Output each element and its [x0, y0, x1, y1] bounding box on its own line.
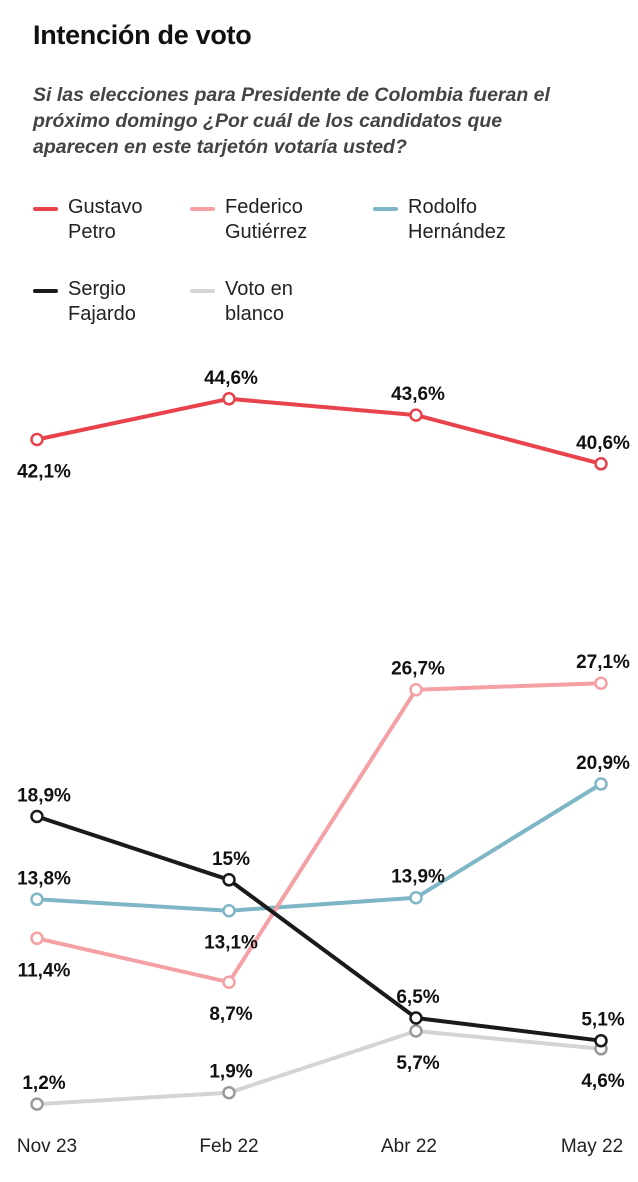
data-point — [30, 432, 44, 447]
x-tick-label: Abr 22 — [381, 1136, 437, 1157]
legend-item-fajardo: Sergio Fajardo — [33, 277, 228, 327]
data-label: 13,9% — [391, 867, 445, 888]
legend-swatch — [190, 207, 215, 211]
legend-swatch — [33, 207, 58, 211]
data-label: 8,7% — [209, 1004, 252, 1025]
data-point — [222, 903, 236, 918]
legend-swatch — [33, 289, 58, 293]
data-point — [409, 1024, 423, 1038]
legend-swatch — [190, 289, 215, 293]
legend-label: Voto en blanco — [225, 278, 293, 325]
data-point — [30, 1097, 44, 1111]
chart-subtitle: Si las elecciones para Presidente de Col… — [33, 84, 550, 158]
series-line-2 — [35, 782, 603, 913]
x-axis: Nov 23 Feb 22 Abr 22 May 22 — [17, 1136, 623, 1157]
series-line-1 — [35, 681, 603, 985]
legend-item-hernandez: Rodolfo Hernández — [373, 195, 568, 245]
x-tick-label: Nov 23 — [17, 1136, 77, 1157]
series-lines — [35, 396, 603, 1107]
data-label: 18,9% — [17, 786, 71, 807]
data-point — [222, 1085, 236, 1100]
data-label: 1,2% — [22, 1073, 65, 1094]
data-point — [594, 777, 608, 791]
data-point — [594, 1033, 608, 1048]
data-label: 6,5% — [396, 987, 439, 1008]
legend-label: Federico Gutiérrez — [225, 196, 308, 243]
x-tick-label: May 22 — [561, 1136, 623, 1157]
data-label: 44,6% — [204, 368, 258, 389]
legend-item-petro: Gustavo Petro — [33, 195, 228, 245]
data-label: 5,7% — [396, 1053, 439, 1074]
series-markers — [30, 392, 608, 1111]
data-label: 11,4% — [18, 960, 71, 981]
data-label: 1,9% — [209, 1062, 252, 1083]
data-label: 5,1% — [581, 1010, 624, 1031]
legend-item-gutierrez: Federico Gutiérrez — [190, 195, 385, 245]
data-label: 40,6% — [576, 433, 630, 454]
data-point — [594, 676, 608, 690]
data-point — [30, 809, 44, 824]
data-label: 43,6% — [391, 384, 445, 405]
data-point — [30, 892, 44, 907]
series-line-3 — [35, 814, 603, 1043]
data-label: 26,7% — [391, 659, 445, 680]
legend-label: Sergio Fajardo — [68, 278, 136, 325]
data-point — [409, 890, 423, 905]
data-labels: 42,1% 44,6% 43,6% 40,6% 11,4% 8,7% 26,7% 27,1% 1… — [17, 368, 630, 1094]
data-label: 4,6% — [581, 1071, 624, 1092]
data-point — [409, 408, 423, 422]
data-point — [409, 1011, 423, 1025]
data-label: 20,9% — [576, 753, 630, 774]
data-label: 27,1% — [576, 652, 630, 673]
legend-label: Rodolfo Hernández — [408, 196, 506, 243]
data-point — [222, 392, 236, 406]
x-tick-label: Feb 22 — [199, 1136, 258, 1157]
data-point — [222, 975, 236, 989]
data-point — [409, 682, 423, 697]
data-label: 13,1% — [204, 933, 258, 954]
data-label: 13,8% — [17, 868, 71, 889]
data-label: 42,1% — [17, 462, 71, 483]
data-point — [222, 873, 236, 887]
series-line-4 — [35, 1029, 603, 1107]
legend-label: Gustavo Petro — [68, 196, 143, 243]
data-point — [30, 931, 44, 946]
data-label: 15% — [212, 849, 250, 870]
legend-item-voto-blanco: Voto en blanco — [190, 277, 385, 327]
legend-swatch — [373, 207, 398, 211]
data-point — [594, 457, 608, 471]
series-line-0 — [35, 396, 603, 466]
chart-title: Intención de voto — [33, 20, 252, 50]
